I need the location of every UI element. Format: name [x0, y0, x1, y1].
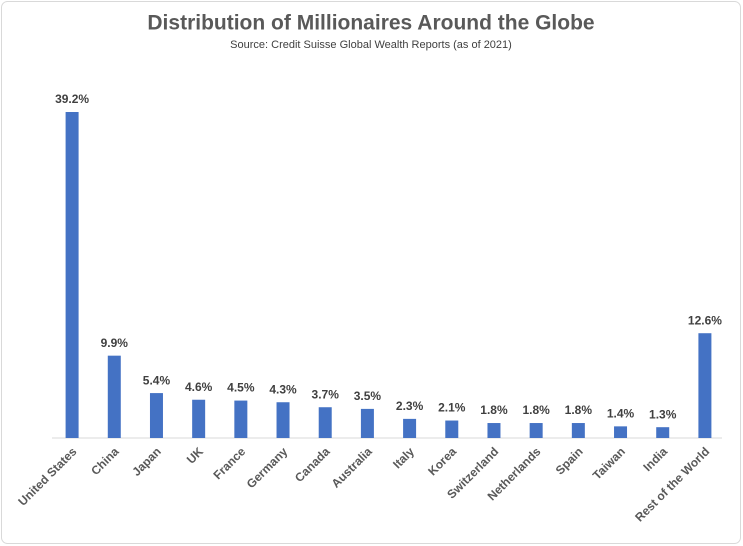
bar — [487, 423, 501, 438]
chart-subtitle: Source: Credit Suisse Global Wealth Repo… — [230, 39, 512, 51]
bar — [403, 418, 417, 438]
bar — [698, 333, 712, 438]
value-label: 1.8% — [522, 403, 550, 417]
bar — [192, 399, 206, 438]
value-label: 39.2% — [55, 92, 89, 106]
bar — [529, 423, 543, 438]
bar — [360, 408, 374, 438]
value-label: 9.9% — [101, 336, 129, 350]
bar — [65, 112, 79, 438]
bar — [318, 407, 332, 438]
value-label: 4.3% — [269, 382, 297, 396]
value-label: 2.3% — [396, 399, 424, 413]
bar — [276, 402, 290, 438]
bar — [571, 423, 585, 438]
bar — [445, 420, 459, 438]
value-label: 4.5% — [227, 381, 255, 395]
value-label: 1.3% — [649, 407, 677, 421]
chart-title: Distribution of Millionaires Around the … — [147, 12, 594, 35]
bar — [614, 426, 628, 438]
bar — [656, 427, 670, 438]
value-label: 2.1% — [438, 401, 466, 415]
value-label: 3.7% — [312, 387, 340, 401]
value-label: 1.4% — [607, 407, 635, 421]
value-label: 5.4% — [143, 373, 171, 387]
value-label: 4.6% — [185, 380, 213, 394]
value-label: 1.8% — [565, 403, 593, 417]
bar — [107, 355, 121, 438]
bar — [149, 393, 163, 438]
value-label: 12.6% — [688, 313, 722, 327]
value-label: 1.8% — [480, 403, 508, 417]
value-label: 3.5% — [354, 389, 382, 403]
bar — [234, 400, 248, 438]
